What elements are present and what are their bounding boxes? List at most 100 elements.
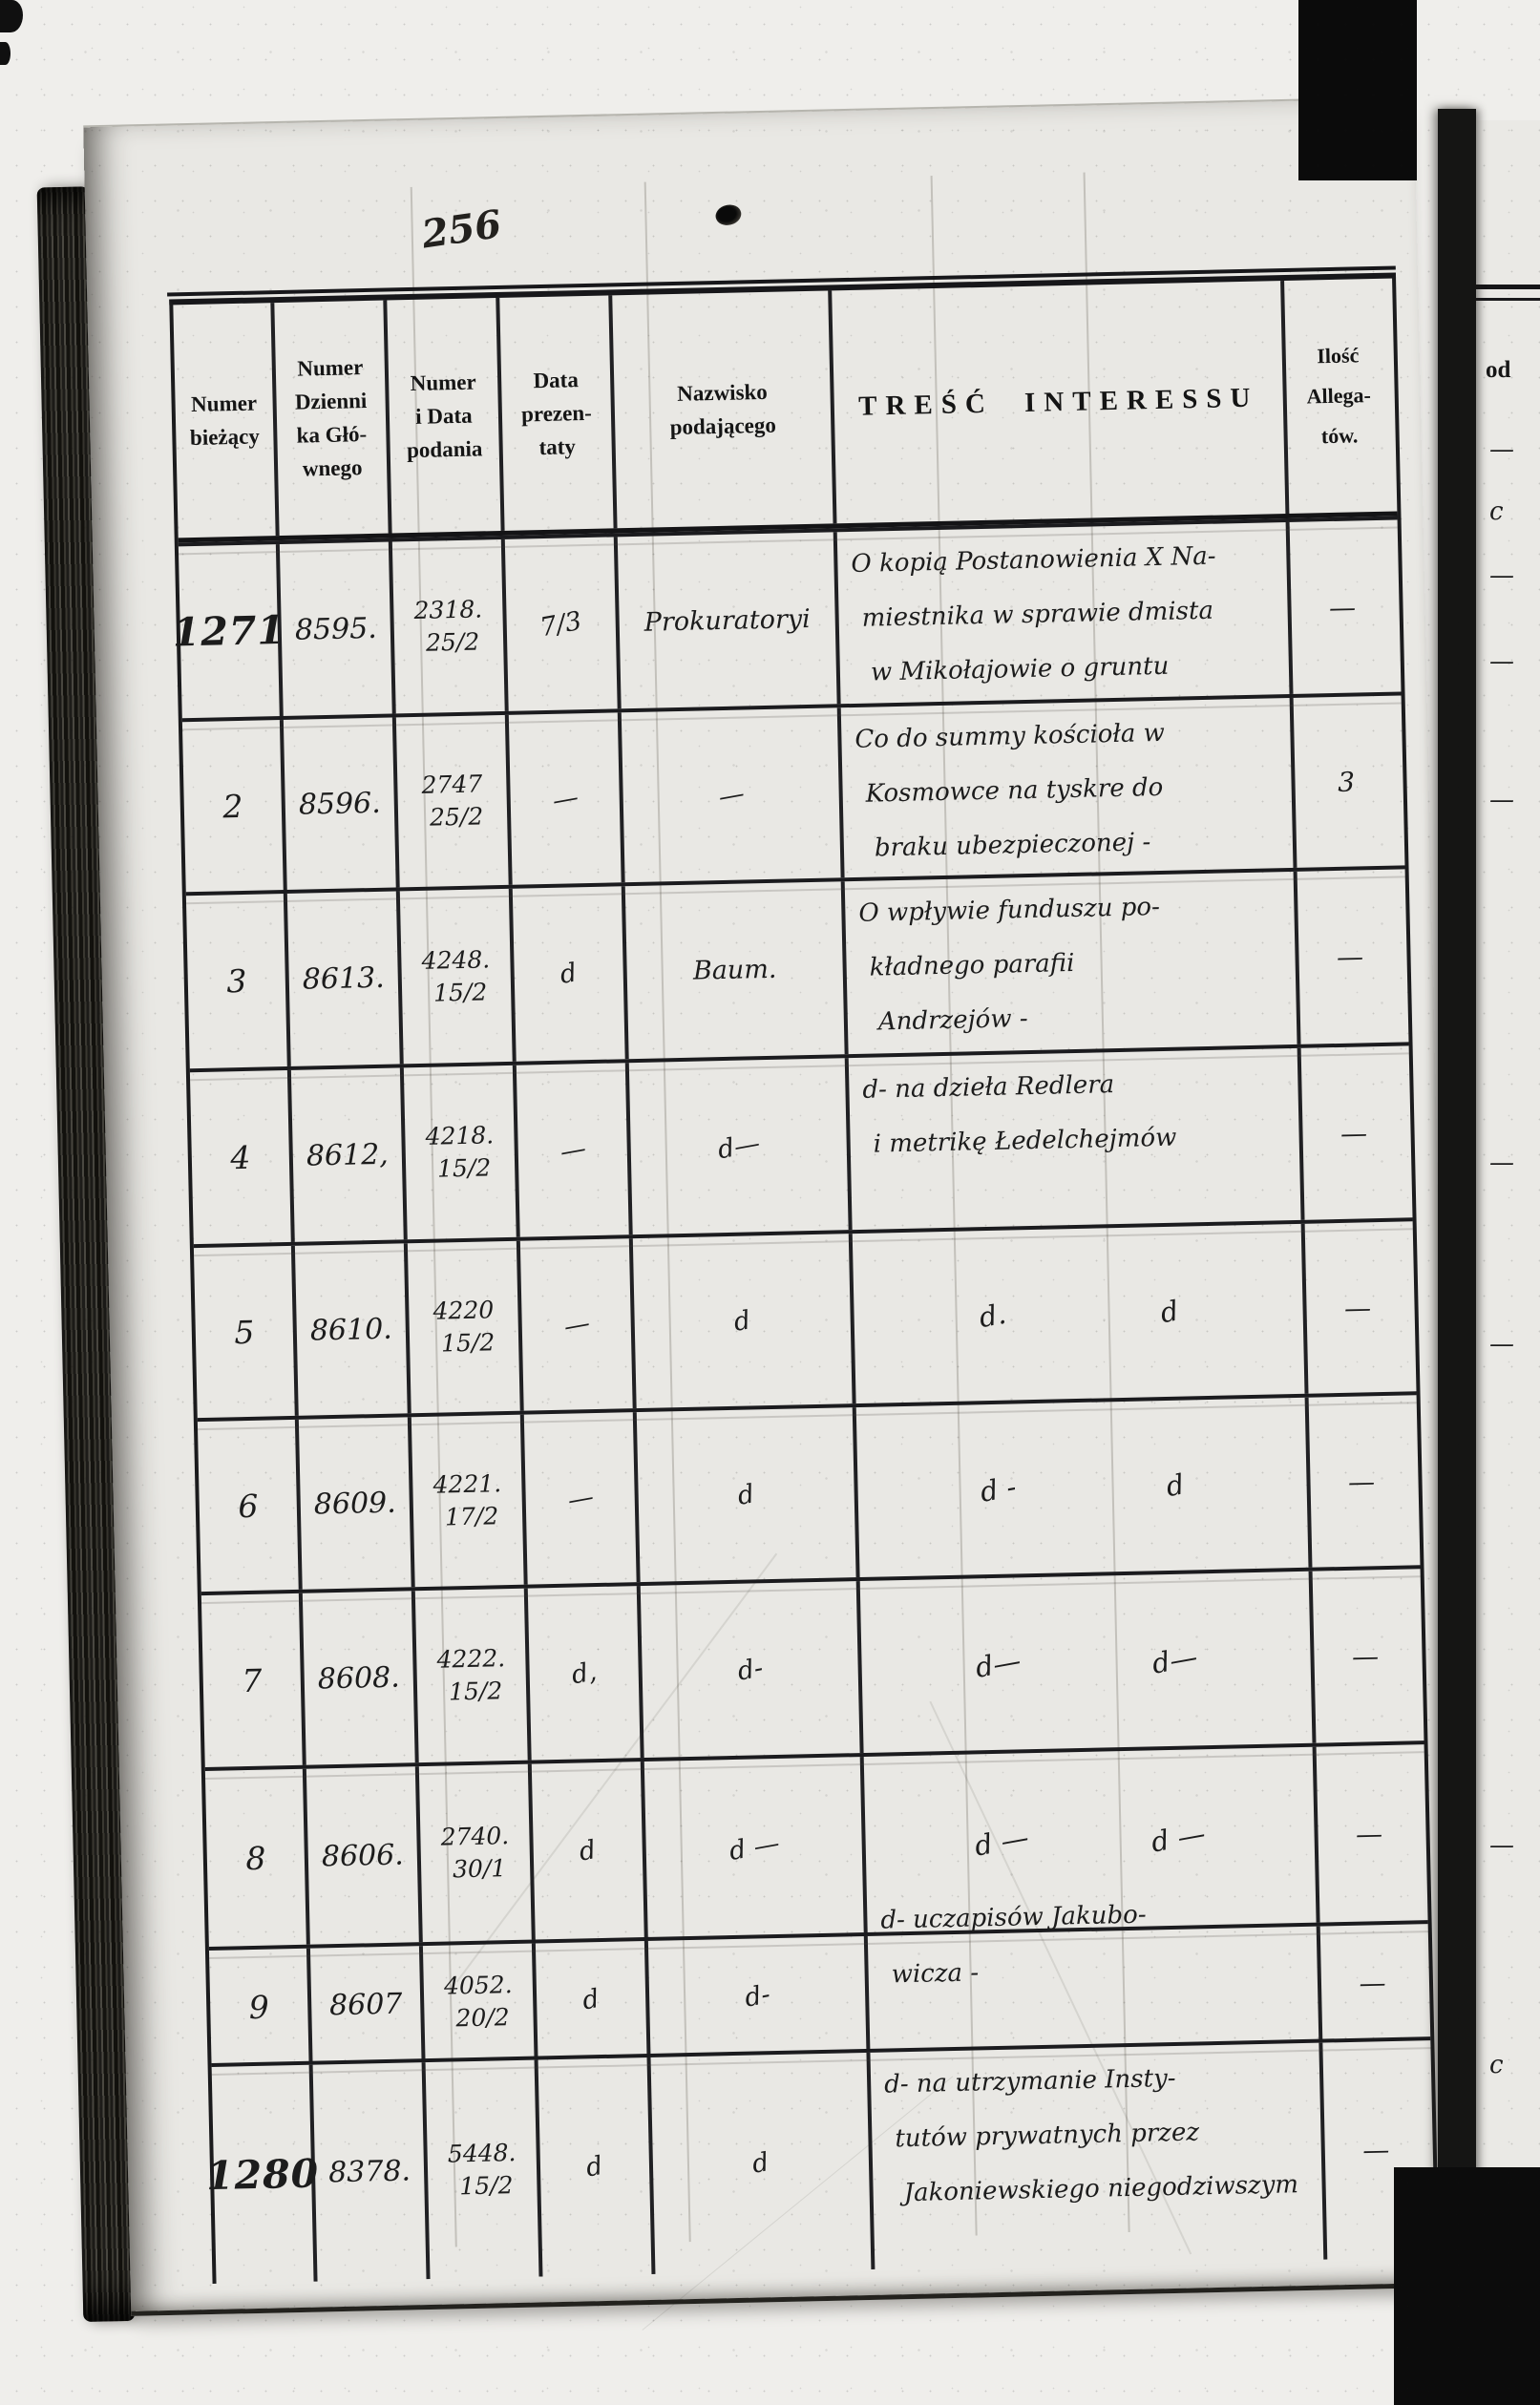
- punch-hole: [713, 201, 744, 228]
- cell-nazwisko: d-: [647, 1935, 871, 2056]
- cell-ilosc: —: [1343, 1291, 1374, 1324]
- cell-dziennik: 8609.: [298, 1417, 415, 1590]
- cell-ilosc: —: [1355, 1817, 1385, 1850]
- header-numer-biezacy: Numer bieżący: [173, 303, 280, 538]
- cell-ilosc: 3: [1337, 765, 1358, 798]
- cell-tresc: Co do summy kościoła w Kosmowce na tyskr…: [840, 697, 1297, 878]
- cell-podanie: 4222. 15/2: [414, 1588, 532, 1763]
- cell-numer: 1271: [172, 544, 285, 719]
- cell-prezentata: —: [516, 1063, 633, 1237]
- adjacent-page-mark: —: [1489, 1330, 1514, 1359]
- cell-podanie: 2740. 30/1: [418, 1763, 536, 1943]
- cell-numer: 5: [193, 1245, 299, 1419]
- cell-prezentata: —: [508, 712, 625, 885]
- ledger-paper: 256 Numer bieżący Numer Dzienni ka Głó- …: [83, 96, 1462, 2331]
- table-row: 4 8612, 4218. 15/2 — d— d- na dzieła Red…: [189, 1042, 1413, 1245]
- adjacent-page-mark: —: [1489, 561, 1514, 590]
- adjacent-page-mark: —: [1489, 1149, 1514, 1177]
- header-nazwisko-podajacego: Nazwisko podającego: [612, 290, 837, 529]
- cell-prezentata: d: [512, 886, 629, 1062]
- table-row: 7 8608. 4222. 15/2 d, d- d— d— —: [200, 1565, 1424, 1768]
- cell-tresc-ditto: d— d—: [859, 1571, 1317, 1753]
- cell-podanie: 2318. 25/2: [391, 538, 509, 714]
- register-table: Numer bieżący Numer Dzienni ka Głó- wneg…: [169, 272, 1440, 2284]
- table-row: 5 8610. 4220 15/2 — d d. d —: [193, 1217, 1417, 1419]
- scanner-artifact-top: [1298, 0, 1417, 180]
- adjacent-page-mark: —: [1489, 647, 1514, 676]
- cell-tresc-ditto: d. d: [852, 1223, 1309, 1404]
- cell-tresc: d- na utrzymanie Insty- tutów prywatnych…: [870, 2042, 1328, 2269]
- cell-nazwisko: d: [650, 2052, 875, 2274]
- cell-prezentata: —: [523, 1412, 641, 1585]
- cell-dziennik: 8610.: [294, 1243, 411, 1416]
- cell-dziennik: 8607: [309, 1946, 426, 2063]
- cell-numer: 3: [185, 893, 291, 1069]
- cell-podanie: 5448. 15/2: [425, 2059, 543, 2280]
- edge-speck: [0, 0, 23, 32]
- cell-numer: 7: [200, 1593, 306, 1768]
- cell-nazwisko: —: [621, 707, 845, 883]
- cell-numer: 4: [189, 1069, 295, 1245]
- cell-dziennik: 8613.: [286, 891, 404, 1066]
- adjacent-page-mark: —: [1489, 786, 1514, 814]
- cell-ilosc: —: [1351, 1639, 1382, 1673]
- cell-numer: 6: [197, 1419, 303, 1593]
- cell-ilosc: —: [1340, 1116, 1370, 1150]
- header-numer-dziennika: Numer Dzienni ka Głó- wnego: [274, 300, 392, 537]
- cell-tresc: d- na dzieła Redlera i metrikę Łedelchej…: [848, 1047, 1305, 1231]
- cell-tresc-ditto: d - d: [855, 1397, 1313, 1578]
- cell-numer: 9: [208, 1948, 313, 2065]
- cell-nazwisko: Prokuratoryi: [617, 532, 841, 709]
- cell-podanie: 4052. 20/2: [422, 1943, 538, 2061]
- cell-dziennik: 8378.: [312, 2062, 431, 2282]
- adjacent-page-mark: c: [1489, 497, 1504, 526]
- cell-numer: 8: [204, 1768, 310, 1947]
- table-row: 2 8596. 2747 25/2 — — Co do summy kościo…: [181, 691, 1405, 893]
- cell-prezentata: d: [535, 1940, 651, 2058]
- table-row: 1271 8595. 2318. 25/2 7/3 Prokuratoryi O…: [172, 516, 1402, 719]
- cell-prezentata: d: [531, 1762, 648, 1940]
- cell-podanie: 4221. 17/2: [411, 1414, 528, 1588]
- adjacent-page-rule: [1476, 285, 1540, 289]
- table-row: 3 8613. 4248. 15/2 d Baum. O wpływie fun…: [185, 865, 1409, 1069]
- header-numer-data-podania: Numer i Data podania: [387, 297, 505, 534]
- cell-nazwisko: d: [636, 1407, 860, 1583]
- cell-prezentata: d,: [527, 1586, 644, 1761]
- cell-dziennik: 8608.: [302, 1591, 419, 1765]
- cell-podanie: 4248. 15/2: [399, 888, 517, 1065]
- cell-nazwisko: d: [632, 1234, 856, 1409]
- cell-tresc: O kopią Postanowienia X Na- miestnika w …: [836, 521, 1294, 705]
- cell-nazwisko: d —: [643, 1756, 868, 1937]
- cell-nazwisko: Baum.: [624, 881, 849, 1060]
- table-row: 1280 8378. 5448. 15/2 d d d- na utrzyman…: [206, 2036, 1436, 2284]
- cell-dziennik: 8612,: [290, 1067, 408, 1242]
- cell-tresc: O wpływie funduszu po- kładnego parafii …: [844, 871, 1301, 1055]
- cell-numer: 1280: [206, 2064, 320, 2284]
- cell-ilosc: —: [1336, 940, 1366, 973]
- cell-tresc: d- uczapisów Jakubo- wicza -: [867, 1901, 1323, 2051]
- cell-dziennik: 8606.: [306, 1766, 423, 1945]
- cell-numer: 2: [181, 719, 287, 893]
- header-ilosc-allegatow: Ilość Allega- tów.: [1306, 343, 1372, 449]
- header-tresc-interessu: TREŚĆ INTERESSU: [832, 281, 1290, 524]
- page-number-annotation: 256: [418, 201, 505, 258]
- adjacent-page-mark: —: [1489, 435, 1514, 464]
- cell-podanie: 4218. 15/2: [403, 1065, 520, 1240]
- scanner-artifact-bottom: [1394, 2167, 1540, 2405]
- cell-podanie: 4220 15/2: [407, 1240, 524, 1414]
- table-row: 8 8606. 2740. 30/1 d d — d — d — —: [204, 1740, 1428, 1947]
- adjacent-page-mark: c: [1489, 2051, 1504, 2079]
- adjacent-page-fragment: od — c — — — — — — c: [1476, 120, 1540, 2291]
- adjacent-page-header-fragment: od: [1486, 357, 1511, 383]
- cell-nazwisko: d—: [628, 1058, 853, 1235]
- page-gutter-shadow: [1438, 109, 1476, 2314]
- edge-speck: [0, 42, 11, 65]
- cell-podanie: 2747 25/2: [395, 714, 513, 888]
- cell-ilosc: —: [1347, 1465, 1378, 1498]
- cell-dziennik: 8595.: [279, 541, 396, 716]
- table-row: 6 8609. 4221. 17/2 — d d - d —: [197, 1391, 1421, 1593]
- adjacent-page-rule: [1476, 298, 1540, 301]
- cell-ilosc: —: [1359, 1966, 1388, 1999]
